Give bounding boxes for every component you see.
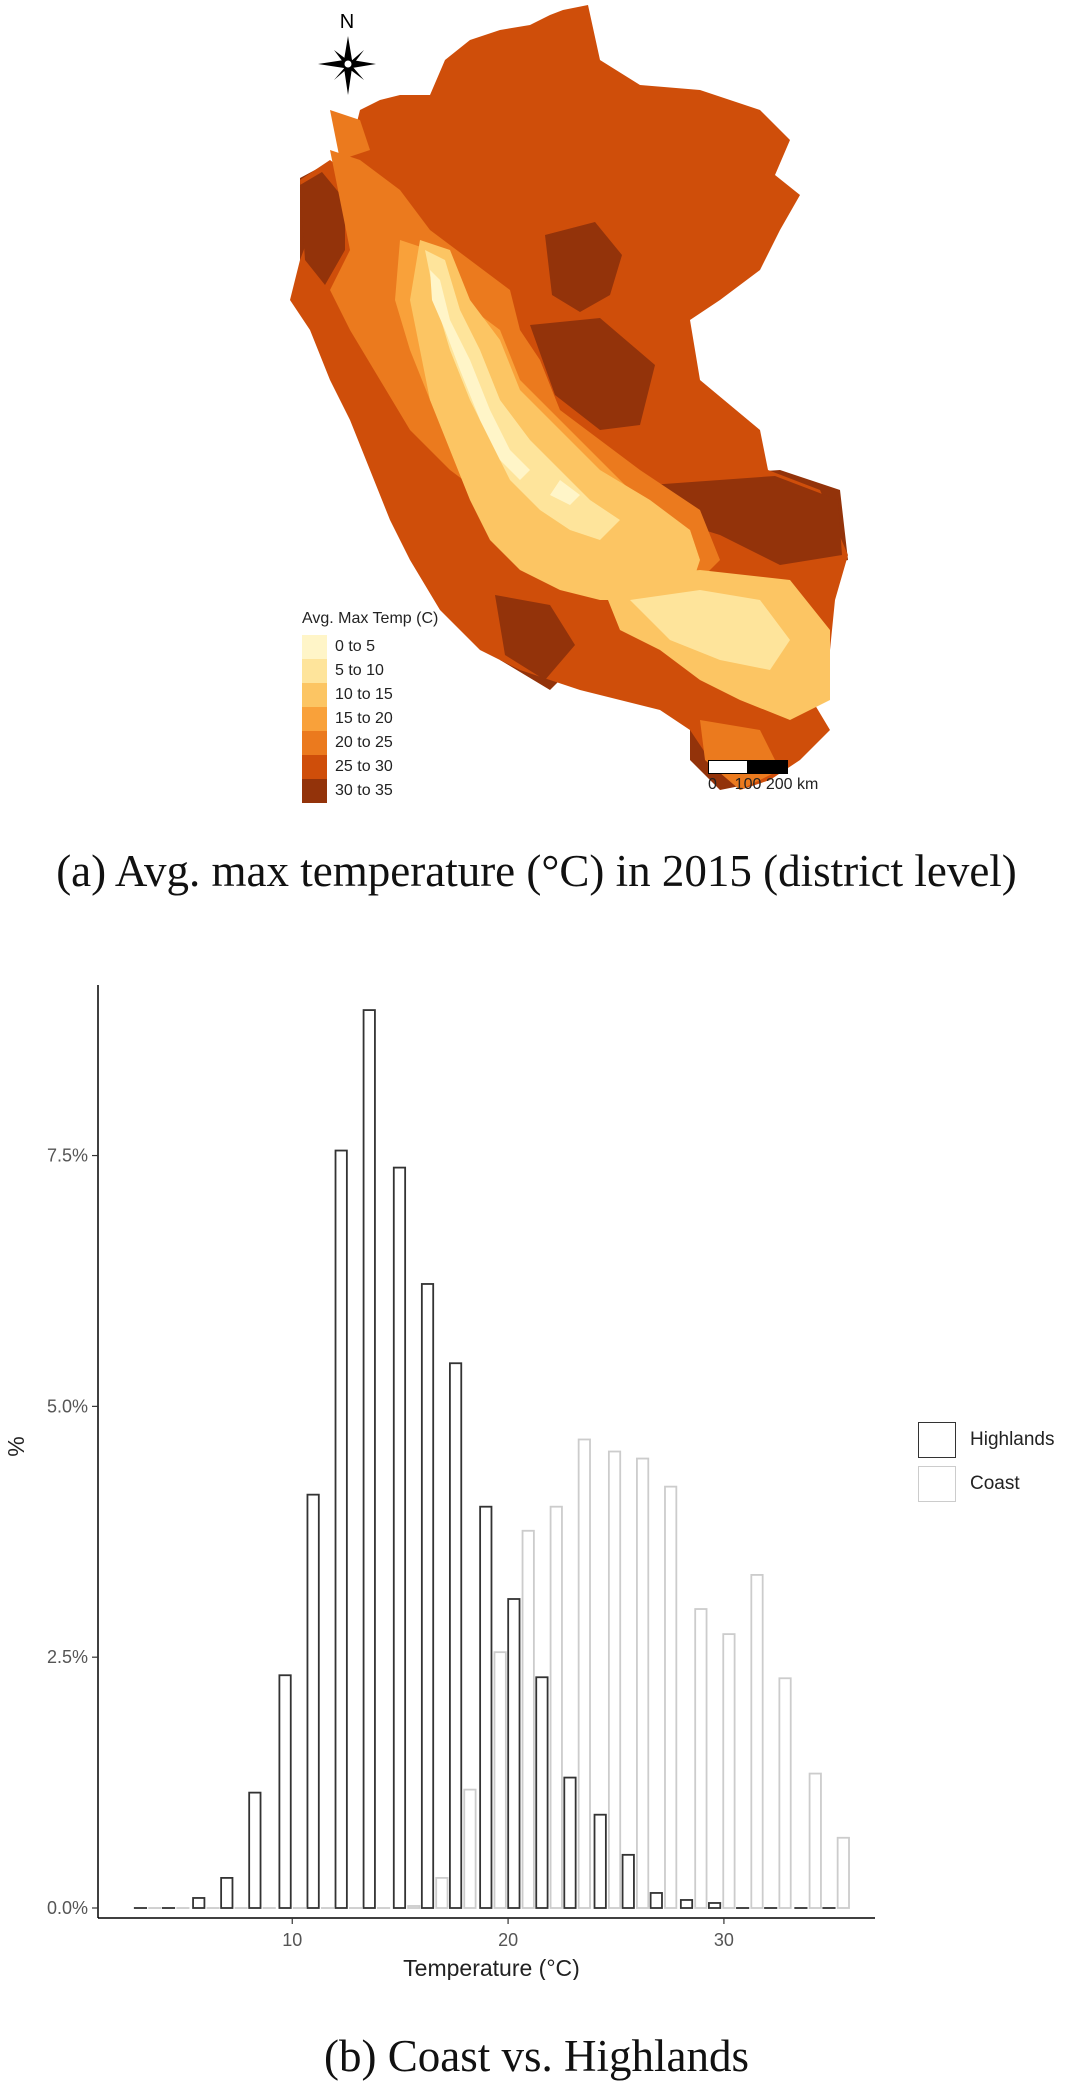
- y-axis-label: %: [3, 1436, 29, 1456]
- legend-swatch: [302, 635, 327, 659]
- scale-bar-black-segment: [748, 760, 788, 774]
- highlands-bar: [535, 1676, 549, 1909]
- legend-item: 15 to 20: [302, 707, 438, 731]
- legend-swatch: [302, 683, 327, 707]
- y-tick-label: 0.0%: [47, 1898, 88, 1918]
- legend-rows: 0 to 5 5 to 10 10 to 15 15 to 20 20 to 25 25 …: [302, 635, 438, 803]
- legend-label: 5 to 10: [335, 662, 384, 679]
- highlands-bar: [593, 1813, 607, 1909]
- x-tick-label: 30: [714, 1930, 734, 1950]
- caption-b: (b) Coast vs. Highlands: [324, 2031, 749, 2081]
- highlands-bar: [649, 1892, 663, 1909]
- highlands-bar: [621, 1853, 635, 1909]
- legend-label: 25 to 30: [335, 758, 393, 775]
- legend-label: 0 to 5: [335, 638, 376, 655]
- coast-bar: [407, 1905, 421, 1909]
- legend-label: 30 to 35: [335, 782, 393, 799]
- highlands-bar: [306, 1493, 320, 1909]
- legend-item: 5 to 10: [302, 659, 438, 683]
- chart-legend-label: Highlands: [970, 1429, 1055, 1450]
- highlands-bar: [362, 1009, 376, 1909]
- legend-label: 15 to 20: [335, 710, 393, 727]
- legend-item: 30 to 35: [302, 779, 438, 803]
- chart-legend: Highlands Coast: [918, 1418, 1055, 1506]
- coast-bar: [521, 1529, 535, 1909]
- highlands-bar: [563, 1776, 577, 1909]
- x-tick-label: 20: [498, 1930, 518, 1950]
- coast-bar: [808, 1772, 822, 1909]
- coast-bar: [435, 1877, 449, 1909]
- y-tick-label: 7.5%: [47, 1146, 88, 1166]
- chart-legend-swatch: [918, 1466, 956, 1502]
- legend-item: 20 to 25: [302, 731, 438, 755]
- chart-legend-swatch: [918, 1422, 956, 1458]
- coast-bar: [836, 1836, 850, 1909]
- highlands-bar: [248, 1791, 262, 1909]
- x-tick-label: 10: [282, 1930, 302, 1950]
- legend-swatch: [302, 755, 327, 779]
- legend-item: 25 to 30: [302, 755, 438, 779]
- north-label: N: [340, 11, 354, 33]
- legend-swatch: [302, 779, 327, 803]
- chart-legend-label: Coast: [970, 1473, 1020, 1494]
- highlands-bar: [708, 1902, 722, 1909]
- highlands-bar: [392, 1166, 407, 1909]
- highlands-bar: [420, 1283, 435, 1909]
- coast-bar: [778, 1677, 792, 1909]
- legend-label: 20 to 25: [335, 734, 393, 751]
- coast-bar: [463, 1788, 477, 1909]
- chart-legend-item: Highlands: [918, 1418, 1055, 1462]
- y-tick-label: 5.0%: [47, 1396, 88, 1416]
- coast-bar: [607, 1450, 622, 1909]
- coast-bar: [722, 1633, 736, 1909]
- highlands-bar: [192, 1897, 206, 1909]
- region-5-10: [425, 250, 790, 670]
- coast-bar: [664, 1485, 678, 1909]
- coast-bar: [694, 1608, 708, 1909]
- legend-swatch: [302, 659, 327, 683]
- chart-legend-item: Coast: [918, 1462, 1055, 1506]
- highlands-bar: [334, 1149, 348, 1909]
- legend-item: 0 to 5: [302, 635, 438, 659]
- coast-bar: [577, 1438, 591, 1909]
- scale-bar-white-segment: [708, 760, 748, 774]
- scale-bar-labels: 0 100 200 km: [708, 776, 819, 793]
- coast-bar: [750, 1574, 764, 1909]
- highlands-bar: [449, 1362, 463, 1909]
- caption-a: (a) Avg. max temperature (°C) in 2015 (d…: [56, 846, 1017, 896]
- highlands-bar: [679, 1899, 694, 1909]
- peru-temperature-map: N: [290, 5, 848, 790]
- legend-label: 10 to 15: [335, 686, 393, 703]
- coast-bar: [493, 1651, 507, 1909]
- highlands-bar: [507, 1598, 521, 1909]
- coast-bar: [636, 1457, 650, 1909]
- legend-swatch: [302, 731, 327, 755]
- map-legend: Avg. Max Temp (C) 0 to 5 5 to 10 10 to 15 1…: [302, 610, 438, 803]
- region-30-35-overlay: [300, 172, 842, 680]
- map-panel: N Avg. Max Temp (C) 0 to 5 5 to 10 10 to 1…: [0, 0, 1073, 810]
- highlands-bar: [479, 1505, 493, 1909]
- histogram-chart: 0.0% 2.5% 5.0% 7.5% 10 20 30 Temperature (°C)%: [3, 985, 875, 1980]
- x-axis-label: Temperature (°C): [403, 1955, 580, 1980]
- legend-title: Avg. Max Temp (C): [302, 610, 439, 627]
- region-0-5: [430, 270, 580, 505]
- north-arrow-icon: [318, 36, 376, 95]
- y-tick-label: 2.5%: [47, 1647, 88, 1667]
- highlands-bar: [220, 1877, 234, 1909]
- coast-bar: [549, 1505, 563, 1909]
- legend-item: 10 to 15: [302, 683, 438, 707]
- highlands-bar: [278, 1674, 292, 1909]
- scale-bar: 0 100 200 km: [708, 760, 818, 794]
- legend-swatch: [302, 707, 327, 731]
